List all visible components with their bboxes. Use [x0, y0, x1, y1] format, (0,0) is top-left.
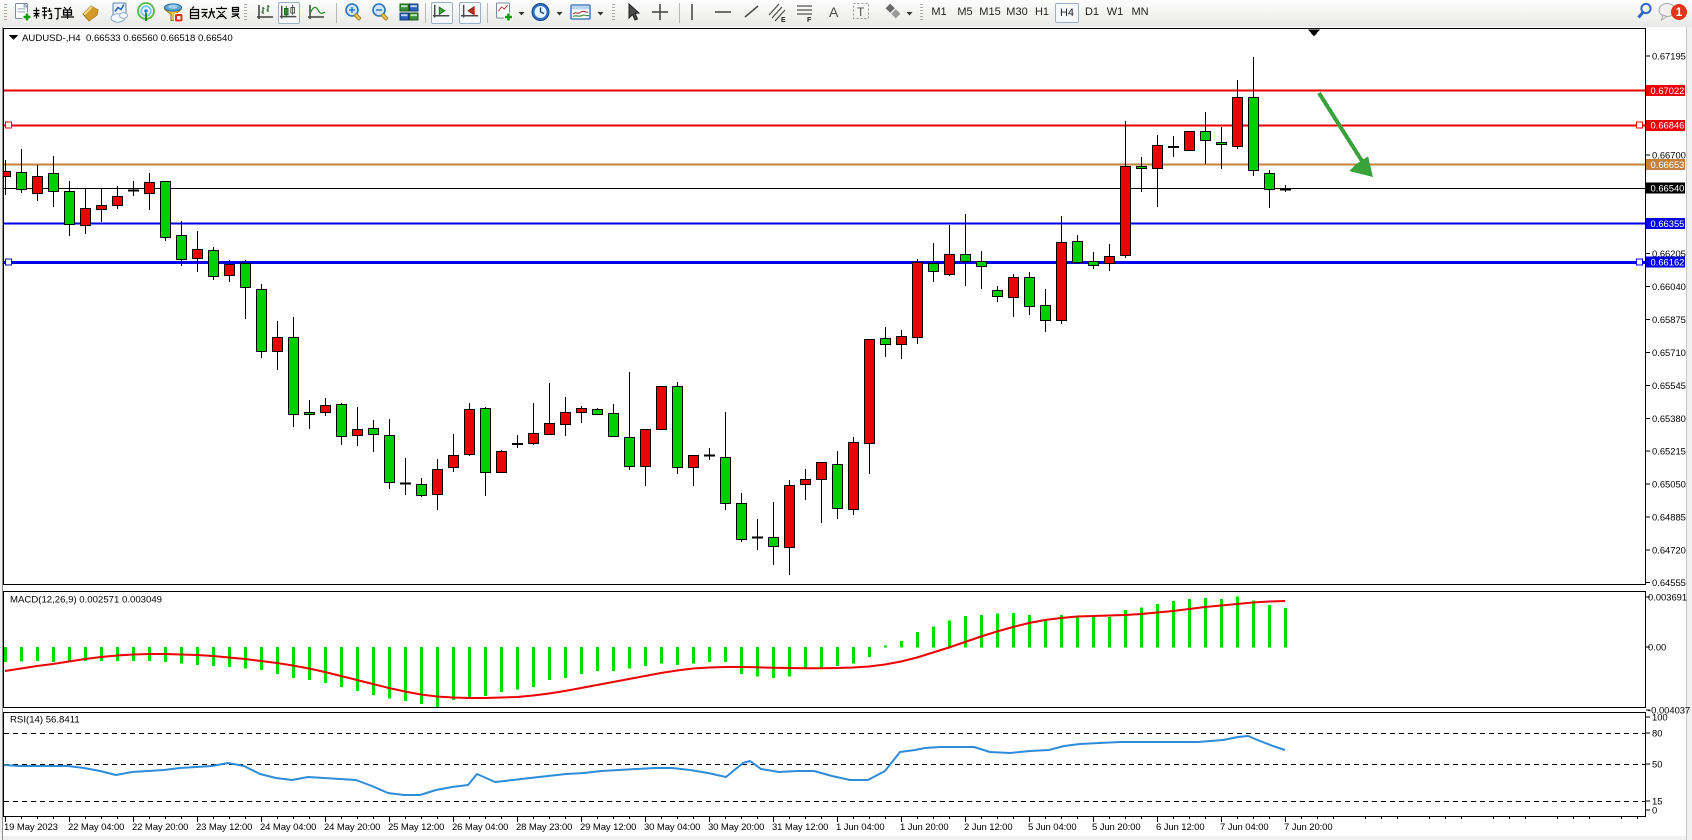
svg-text:31 May 12:00: 31 May 12:00 — [772, 822, 828, 833]
svg-text:0.66205: 0.66205 — [1652, 248, 1686, 259]
svg-text:0.66355: 0.66355 — [1651, 218, 1685, 229]
svg-text:28 May 23:00: 28 May 23:00 — [516, 822, 572, 833]
svg-text:7 Jun 20:00: 7 Jun 20:00 — [1284, 822, 1333, 833]
svg-text:5 Jun 20:00: 5 Jun 20:00 — [1092, 822, 1141, 833]
svg-text:50: 50 — [1652, 758, 1662, 769]
svg-text:24 May 04:00: 24 May 04:00 — [260, 822, 316, 833]
svg-text:0.64885: 0.64885 — [1652, 511, 1686, 522]
svg-text:0.67195: 0.67195 — [1652, 50, 1686, 61]
svg-text:80: 80 — [1652, 727, 1662, 738]
svg-text:29 May 12:00: 29 May 12:00 — [580, 822, 636, 833]
svg-text:0.65545: 0.65545 — [1652, 380, 1686, 391]
svg-text:19 May 2023: 19 May 2023 — [4, 822, 58, 833]
svg-text:5 Jun 04:00: 5 Jun 04:00 — [1028, 822, 1077, 833]
svg-text:0.66653: 0.66653 — [1651, 159, 1685, 170]
svg-text:23 May 12:00: 23 May 12:00 — [196, 822, 252, 833]
svg-text:24 May 20:00: 24 May 20:00 — [324, 822, 380, 833]
svg-text:0.66846: 0.66846 — [1651, 120, 1685, 131]
svg-text:30 May 04:00: 30 May 04:00 — [644, 822, 700, 833]
svg-text:25 May 12:00: 25 May 12:00 — [388, 822, 444, 833]
svg-text:2 Jun 12:00: 2 Jun 12:00 — [964, 822, 1013, 833]
svg-text:MACD(12,26,9) 0.002571 0.00304: MACD(12,26,9) 0.002571 0.003049 — [10, 595, 162, 606]
svg-text:0.64555: 0.64555 — [1652, 577, 1686, 588]
svg-text:22 May 04:00: 22 May 04:00 — [68, 822, 124, 833]
svg-text:7 Jun 04:00: 7 Jun 04:00 — [1220, 822, 1269, 833]
svg-text:0.66700: 0.66700 — [1652, 149, 1686, 160]
svg-text:15: 15 — [1652, 795, 1662, 806]
svg-text:0.66540: 0.66540 — [1651, 182, 1685, 193]
svg-text:0.65710: 0.65710 — [1652, 347, 1686, 358]
svg-text:E: E — [781, 17, 786, 24]
svg-text:0.65875: 0.65875 — [1652, 314, 1686, 325]
svg-text:0.66040: 0.66040 — [1652, 281, 1686, 292]
svg-text:1 Jun 20:00: 1 Jun 20:00 — [900, 822, 949, 833]
svg-text:A: A — [829, 4, 839, 20]
svg-text:F: F — [807, 17, 812, 24]
svg-text:0.66162: 0.66162 — [1651, 256, 1685, 267]
svg-text:100: 100 — [1652, 711, 1668, 722]
svg-text:-0.004037: -0.004037 — [1648, 704, 1690, 715]
svg-text:26 May 04:00: 26 May 04:00 — [452, 822, 508, 833]
svg-text:0.65050: 0.65050 — [1652, 478, 1686, 489]
svg-text:0: 0 — [1652, 804, 1657, 815]
svg-text:0.65380: 0.65380 — [1652, 413, 1686, 424]
svg-text:0.67022: 0.67022 — [1651, 85, 1685, 96]
svg-text:0.64720: 0.64720 — [1652, 544, 1686, 555]
svg-text:0.003691: 0.003691 — [1648, 591, 1687, 602]
svg-text:0.65215: 0.65215 — [1652, 445, 1686, 456]
svg-text:22 May 20:00: 22 May 20:00 — [132, 822, 188, 833]
svg-text:30 May 20:00: 30 May 20:00 — [708, 822, 764, 833]
svg-text:0.00: 0.00 — [1648, 641, 1666, 652]
svg-text:6 Jun 12:00: 6 Jun 12:00 — [1156, 822, 1205, 833]
svg-text:RSI(14) 56.8411: RSI(14) 56.8411 — [10, 715, 80, 726]
svg-text:T: T — [857, 5, 865, 19]
svg-text:1 Jun 04:00: 1 Jun 04:00 — [836, 822, 885, 833]
svg-text:AUDUSD-,H4 0.66533 0.66560 0.: AUDUSD-,H4 0.66533 0.66560 0.66518 0.665… — [22, 33, 233, 44]
